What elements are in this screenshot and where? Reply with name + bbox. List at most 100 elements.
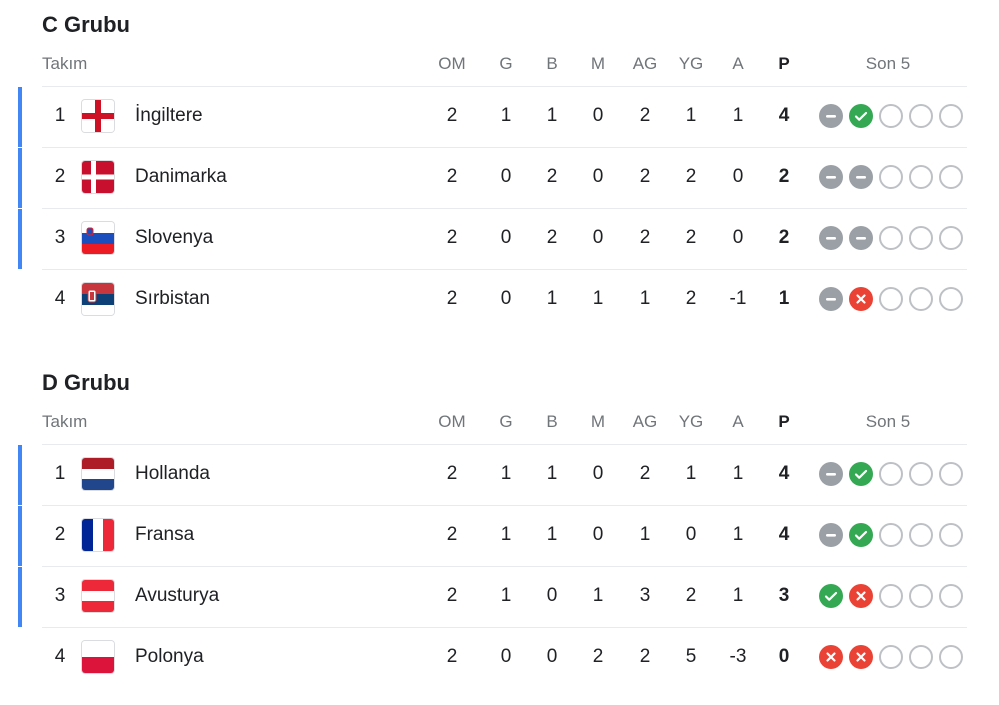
row-divider — [42, 505, 967, 506]
table-row[interactable]: 3 Avusturya 2 1 0 1 3 2 1 3 — [0, 566, 999, 627]
group-title: C Grubu — [42, 12, 130, 37]
flag-france-icon — [82, 519, 114, 551]
header-om: OM — [438, 54, 466, 73]
form-draw-icon[interactable] — [819, 165, 843, 189]
form-loss-icon[interactable] — [849, 645, 873, 669]
form-win-icon[interactable] — [849, 462, 873, 486]
table-row[interactable]: 2 Fransa 2 1 1 0 1 0 1 4 — [0, 505, 999, 566]
form-draw-icon[interactable] — [819, 226, 843, 250]
form-empty-icon[interactable] — [939, 104, 963, 128]
flag-austria-icon — [82, 580, 114, 612]
table-header: Takım OM G B M AG YG A P Son 5 — [0, 54, 999, 76]
flag-poland-icon — [82, 641, 114, 673]
form-empty-icon[interactable] — [939, 226, 963, 250]
form-empty-icon[interactable] — [879, 165, 903, 189]
table-row[interactable]: 4 Polonya 2 0 0 2 2 5 -3 0 — [0, 627, 999, 688]
stat-om: 2 — [446, 646, 458, 667]
team-name[interactable]: Sırbistan — [135, 288, 210, 309]
group-title: D Grubu — [42, 370, 130, 395]
stat-a: -1 — [729, 288, 747, 309]
team-name[interactable]: Polonya — [135, 646, 204, 667]
form-empty-icon[interactable] — [939, 165, 963, 189]
form-win-icon[interactable] — [819, 584, 843, 608]
form-empty-icon[interactable] — [879, 104, 903, 128]
form-win-icon[interactable] — [849, 104, 873, 128]
header-yg: YG — [678, 54, 704, 73]
form-empty-icon[interactable] — [909, 645, 933, 669]
form-loss-icon[interactable] — [849, 287, 873, 311]
form-loss-icon[interactable] — [819, 645, 843, 669]
form-empty-icon[interactable] — [909, 104, 933, 128]
stat-p: 4 — [778, 463, 790, 484]
team-name[interactable]: Fransa — [135, 524, 195, 545]
form-empty-icon[interactable] — [939, 462, 963, 486]
row-divider — [42, 627, 967, 628]
table-row[interactable]: 2 Danimarka 2 0 2 0 2 2 0 2 — [0, 147, 999, 208]
rank: 3 — [54, 227, 66, 248]
table-row[interactable]: 3 Slovenya 2 0 2 0 2 2 0 2 — [0, 208, 999, 269]
form-draw-icon[interactable] — [849, 226, 873, 250]
stat-b: 0 — [546, 646, 558, 667]
form-empty-icon[interactable] — [879, 584, 903, 608]
form-empty-icon[interactable] — [879, 462, 903, 486]
row-divider — [42, 208, 967, 209]
header-ag: AG — [632, 54, 658, 73]
rank: 2 — [54, 166, 66, 187]
stat-ag: 2 — [639, 166, 651, 187]
stat-om: 2 — [446, 166, 458, 187]
form-draw-icon[interactable] — [819, 104, 843, 128]
team-name[interactable]: İngiltere — [135, 105, 203, 126]
table-row[interactable]: 1 İngiltere 2 1 1 0 2 1 1 4 — [0, 86, 999, 147]
stat-p: 3 — [778, 585, 790, 606]
form-empty-icon[interactable] — [939, 584, 963, 608]
form-empty-icon[interactable] — [939, 287, 963, 311]
form-empty-icon[interactable] — [909, 584, 933, 608]
form-win-icon[interactable] — [849, 523, 873, 547]
stat-ag: 2 — [639, 227, 651, 248]
form-empty-icon[interactable] — [909, 462, 933, 486]
stat-m: 2 — [592, 646, 604, 667]
form-empty-icon[interactable] — [909, 523, 933, 547]
form-empty-icon[interactable] — [879, 226, 903, 250]
row-divider — [42, 269, 967, 270]
form-empty-icon[interactable] — [879, 645, 903, 669]
stat-a: 0 — [732, 166, 744, 187]
form-empty-icon[interactable] — [909, 287, 933, 311]
stat-a: 1 — [732, 585, 744, 606]
stat-p: 0 — [778, 646, 790, 667]
form-draw-icon[interactable] — [819, 287, 843, 311]
table-row[interactable]: 1 Hollanda 2 1 1 0 2 1 1 4 — [0, 444, 999, 505]
form-draw-icon[interactable] — [819, 523, 843, 547]
form-empty-icon[interactable] — [909, 226, 933, 250]
header-g: G — [499, 54, 513, 73]
table-header: Takım OM G B M AG YG A P Son 5 — [0, 412, 999, 434]
stat-b: 1 — [546, 463, 558, 484]
table-row[interactable]: 4 Sırbistan 2 0 1 1 1 2 -1 1 — [0, 269, 999, 330]
stat-p: 1 — [778, 288, 790, 309]
stat-p: 2 — [778, 227, 790, 248]
team-name[interactable]: Danimarka — [135, 166, 227, 187]
form-draw-icon[interactable] — [849, 165, 873, 189]
flag-denmark-icon — [82, 161, 114, 193]
form-loss-icon[interactable] — [849, 584, 873, 608]
form-empty-icon[interactable] — [909, 165, 933, 189]
form-empty-icon[interactable] — [939, 523, 963, 547]
stat-b: 1 — [546, 105, 558, 126]
stat-ag: 1 — [639, 524, 651, 545]
team-name[interactable]: Hollanda — [135, 463, 210, 484]
header-b: B — [546, 54, 558, 73]
stat-p: 4 — [778, 524, 790, 545]
header-a: A — [732, 54, 744, 73]
stat-yg: 2 — [685, 227, 697, 248]
form-empty-icon[interactable] — [939, 645, 963, 669]
header-om: OM — [438, 412, 466, 431]
team-name[interactable]: Slovenya — [135, 227, 214, 248]
form-empty-icon[interactable] — [879, 287, 903, 311]
header-g: G — [499, 412, 513, 431]
team-name[interactable]: Avusturya — [135, 585, 220, 606]
header-form: Son 5 — [865, 54, 911, 73]
stat-ag: 2 — [639, 463, 651, 484]
stat-om: 2 — [446, 105, 458, 126]
form-empty-icon[interactable] — [879, 523, 903, 547]
form-draw-icon[interactable] — [819, 462, 843, 486]
